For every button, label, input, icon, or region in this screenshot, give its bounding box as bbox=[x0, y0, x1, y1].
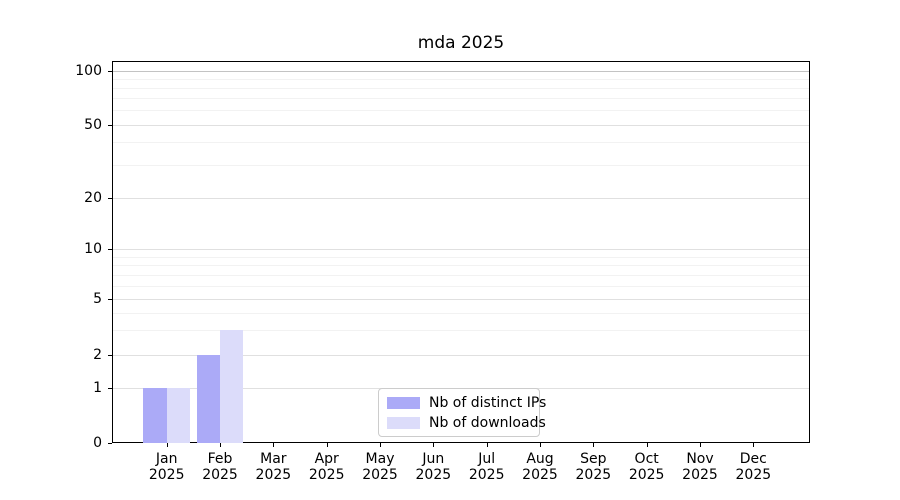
x-tick-label: May 2025 bbox=[345, 451, 415, 483]
legend-swatch-distinct-ips-icon bbox=[387, 396, 420, 409]
x-tick-month: Feb bbox=[207, 451, 233, 467]
y-tick-mark bbox=[108, 70, 112, 72]
x-tick-label: Mar 2025 bbox=[238, 451, 308, 483]
y-tick-mark bbox=[108, 197, 112, 199]
x-tick-month: Mar bbox=[260, 451, 287, 467]
x-tick-mark bbox=[166, 443, 168, 447]
gridline-major bbox=[113, 299, 809, 300]
x-tick-month: Nov bbox=[686, 451, 714, 467]
y-tick-label: 100 bbox=[75, 62, 102, 79]
legend-label-downloads: Nb of downloads bbox=[429, 414, 546, 431]
x-tick-mark bbox=[593, 443, 595, 447]
gridline-major bbox=[113, 249, 809, 250]
x-tick-month: Jan bbox=[155, 451, 178, 467]
bar-distinct-ips bbox=[143, 387, 167, 443]
y-tick-label: 0 bbox=[93, 435, 102, 451]
x-tick-label: Jan 2025 bbox=[132, 451, 202, 483]
x-tick-label: Jul 2025 bbox=[452, 451, 522, 483]
x-tick-mark bbox=[486, 443, 488, 447]
x-tick-label: Apr 2025 bbox=[292, 451, 362, 483]
x-tick-mark bbox=[540, 443, 541, 447]
x-tick-month: May bbox=[365, 451, 395, 467]
y-tick-mark bbox=[108, 249, 112, 250]
x-tick-month: Jun bbox=[422, 451, 445, 467]
legend-item-distinct-ips: Nb of distinct IPs bbox=[387, 395, 546, 411]
x-tick-year: 2025 bbox=[575, 467, 612, 483]
x-tick-label: Aug 2025 bbox=[505, 451, 575, 483]
gridline-minor bbox=[113, 312, 809, 314]
gridline-minor bbox=[113, 142, 809, 144]
x-tick-mark bbox=[646, 443, 648, 447]
gridline-minor bbox=[113, 87, 809, 89]
x-tick-mark bbox=[220, 443, 222, 447]
gridline-minor bbox=[113, 98, 809, 100]
y-tick-label: 5 bbox=[93, 291, 102, 307]
y-tick-label: 1 bbox=[93, 379, 102, 396]
x-tick-year: 2025 bbox=[682, 467, 718, 483]
gridline-minor bbox=[113, 265, 809, 267]
x-tick-year: 2025 bbox=[468, 467, 505, 483]
y-tick-label: 10 bbox=[84, 241, 102, 257]
y-tick-label: 20 bbox=[84, 189, 102, 206]
x-tick-year: 2025 bbox=[628, 467, 665, 483]
legend-swatch-downloads-icon bbox=[387, 416, 420, 429]
x-tick-month: Jul bbox=[478, 451, 496, 467]
x-tick-label: Feb 2025 bbox=[185, 451, 255, 483]
x-tick-year: 2025 bbox=[255, 467, 292, 483]
gridline-minor bbox=[113, 330, 809, 332]
x-tick-mark bbox=[326, 443, 328, 447]
gridline-minor bbox=[113, 78, 809, 80]
x-tick-label: Oct 2025 bbox=[612, 451, 682, 483]
x-tick-label: Nov 2025 bbox=[665, 451, 735, 483]
x-tick-year: 2025 bbox=[202, 467, 238, 483]
gridline-minor bbox=[113, 165, 809, 167]
gridline-minor bbox=[113, 274, 809, 276]
x-tick-mark bbox=[753, 443, 755, 447]
legend-item-downloads: Nb of downloads bbox=[387, 415, 546, 431]
x-tick-month: Dec bbox=[739, 451, 767, 467]
bar-distinct-ips bbox=[196, 355, 221, 443]
gridline-major bbox=[113, 355, 809, 356]
legend: Nb of distinct IPs Nb of downloads bbox=[378, 388, 546, 437]
x-tick-mark bbox=[433, 443, 435, 447]
plot-area bbox=[112, 61, 810, 443]
x-tick-label: Dec 2025 bbox=[718, 451, 788, 483]
bar-downloads bbox=[220, 330, 244, 443]
x-tick-label: Sep 2025 bbox=[558, 451, 628, 483]
x-tick-month: Oct bbox=[634, 451, 659, 467]
x-tick-year: 2025 bbox=[735, 467, 772, 483]
legend-label-distinct-ips: Nb of distinct IPs bbox=[429, 394, 547, 411]
x-tick-month: Sep bbox=[580, 451, 607, 467]
gridline-major bbox=[113, 124, 809, 126]
x-tick-year: 2025 bbox=[362, 467, 398, 483]
y-tick-mark bbox=[108, 299, 112, 300]
y-tick-mark bbox=[108, 124, 112, 126]
x-tick-year: 2025 bbox=[415, 467, 452, 483]
chart-title: mda 2025 bbox=[417, 33, 505, 53]
x-tick-month: Aug bbox=[526, 451, 554, 467]
gridline-minor bbox=[113, 285, 809, 287]
x-tick-month: Apr bbox=[314, 451, 339, 467]
y-tick-label: 2 bbox=[93, 347, 102, 363]
x-tick-mark bbox=[700, 443, 701, 447]
x-tick-year: 2025 bbox=[522, 467, 558, 483]
y-tick-label: 50 bbox=[84, 116, 102, 133]
gridline-minor bbox=[113, 256, 809, 258]
bar-downloads bbox=[166, 387, 191, 443]
x-tick-label: Jun 2025 bbox=[398, 451, 468, 483]
gridline-minor bbox=[113, 110, 809, 112]
x-tick-mark bbox=[273, 443, 275, 447]
y-tick-mark bbox=[108, 355, 112, 356]
gridline-major bbox=[113, 197, 809, 199]
x-tick-year: 2025 bbox=[308, 467, 345, 483]
y-tick-mark bbox=[108, 443, 112, 444]
y-tick-mark bbox=[108, 387, 112, 389]
x-tick-mark bbox=[380, 443, 382, 447]
gridline-major bbox=[113, 70, 809, 72]
x-tick-year: 2025 bbox=[148, 467, 185, 483]
